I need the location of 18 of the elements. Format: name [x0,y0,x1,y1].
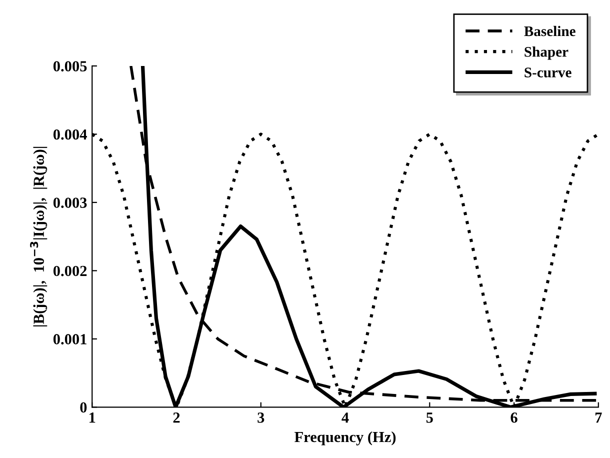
legend-label: S-curve [524,68,572,78]
y-tick-label: 0.004 [53,129,87,140]
x-tick-label: 5 [426,412,433,423]
legend-label: Baseline [524,26,576,36]
y-tick-label: 0.002 [53,266,87,276]
y-tick-label: 0.001 [53,334,86,344]
x-tick-label: 4 [342,412,349,423]
x-tick-label: 2 [173,412,180,423]
y-tick-label: 0.003 [53,198,87,208]
x-tick-label: 6 [510,412,518,423]
legend-label: Shaper [524,46,568,60]
x-tick-label: 1 [90,412,96,423]
x-tick-label: 3 [258,412,264,423]
x-tick-label: 7 [595,412,602,423]
y-tick-label: 0 [80,402,87,413]
x-axis-title: Frequency (Hz) [294,431,396,446]
y-axis-title: |B(jω)|, 10$^{−3}$|I(jω)|, |R(jω)| [30,146,48,326]
y-tick-label: 0.005 [53,61,87,72]
